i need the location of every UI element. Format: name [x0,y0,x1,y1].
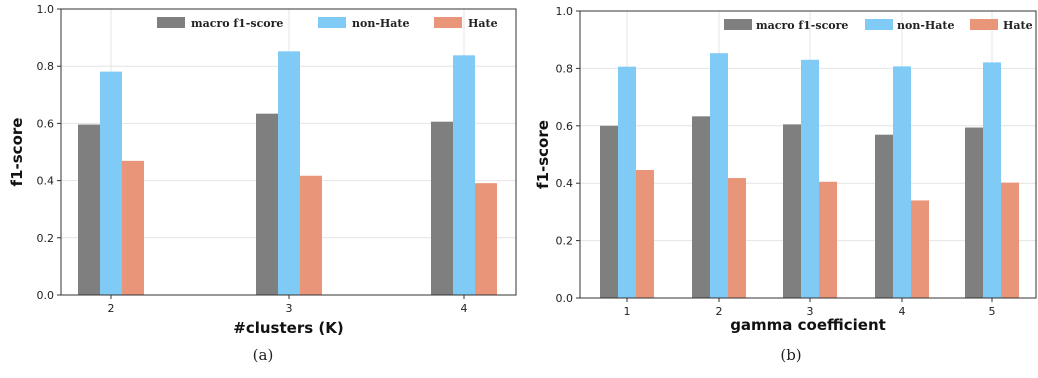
bar-non-hate [893,66,911,299]
legend-label: Hate [468,17,498,30]
bar-non-hate [801,59,819,298]
bar-macro-f1-score [256,113,278,296]
y-tick-label: 0.0 [556,292,574,305]
bar-non-hate [983,62,1001,298]
plot-frame [60,8,517,296]
bar-hate [819,181,837,298]
legend-label: non-Hate [897,19,955,32]
plot-frame [579,10,1037,299]
bar-hate [475,183,497,295]
bar-macro-f1-score [78,124,100,295]
legend-swatch [865,19,893,30]
bar-macro-f1-score [965,127,983,298]
bar-macro-f1-score [600,125,618,298]
bar-hate [911,200,929,298]
x-tick-label: 5 [989,305,996,318]
bar-non-hate [453,55,475,295]
y-tick-label: 0.0 [37,289,55,302]
bar-macro-f1-score [431,121,453,296]
bar-non-hate [278,51,300,295]
bar-hate [1001,182,1019,298]
x-tick-label: 4 [899,305,906,318]
y-tick-label: 1.0 [37,3,55,16]
legend-label: non-Hate [352,17,410,30]
y-tick-label: 0.6 [37,117,55,130]
legend-swatch [434,17,462,28]
bar-macro-f1-score [692,116,710,298]
legend-swatch [318,17,346,28]
y-tick-label: 0.4 [556,177,574,190]
y-axis-label: f1-score [8,118,26,187]
y-tick-label: 0.6 [556,120,574,133]
legend-label: macro f1-score [191,17,283,30]
x-tick-label: 3 [807,305,814,318]
bar-macro-f1-score [875,134,893,298]
legend-label: macro f1-score [756,19,848,32]
bar-hate [122,160,144,295]
y-tick-label: 0.4 [37,175,55,188]
x-axis-label: gamma coefficient [730,316,886,334]
chart-2: 0.0 0.2 0.4 0.6 0.8 1.0 1 2 3 4 5 macro f1-score non… [534,5,1037,364]
bar-hate [300,175,322,295]
x-axis-label: #clusters (K) [233,319,343,337]
bar-non-hate [618,66,636,298]
x-tick-label: 2 [716,305,723,318]
x-tick-label: 1 [624,305,631,318]
y-axis-label: f1-score [534,120,552,189]
bar-hate [728,178,746,298]
legend-label: Hate [1003,19,1033,32]
y-tick-label: 0.2 [556,235,574,248]
x-tick-label: 4 [461,302,468,315]
bar-hate [636,169,654,298]
x-tick-label: 3 [286,302,293,315]
legend-swatch [970,19,998,30]
x-tick-label: 2 [108,302,115,315]
y-tick-label: 0.8 [556,62,574,75]
y-tick-label: 0.8 [37,60,55,73]
bar-non-hate [100,71,122,295]
chart-1: 0.0 0.2 0.4 0.6 0.8 1.0 2 3 4 macro f1-score non-H… [8,3,517,364]
legend-swatch [724,19,752,30]
bar-non-hate [710,53,728,299]
bar-macro-f1-score [783,124,801,299]
y-tick-label: 0.2 [37,232,55,245]
figure-caption: (b) [780,346,801,364]
figure-caption: (a) [253,346,274,364]
legend-swatch [157,17,185,28]
y-tick-label: 1.0 [556,5,574,18]
